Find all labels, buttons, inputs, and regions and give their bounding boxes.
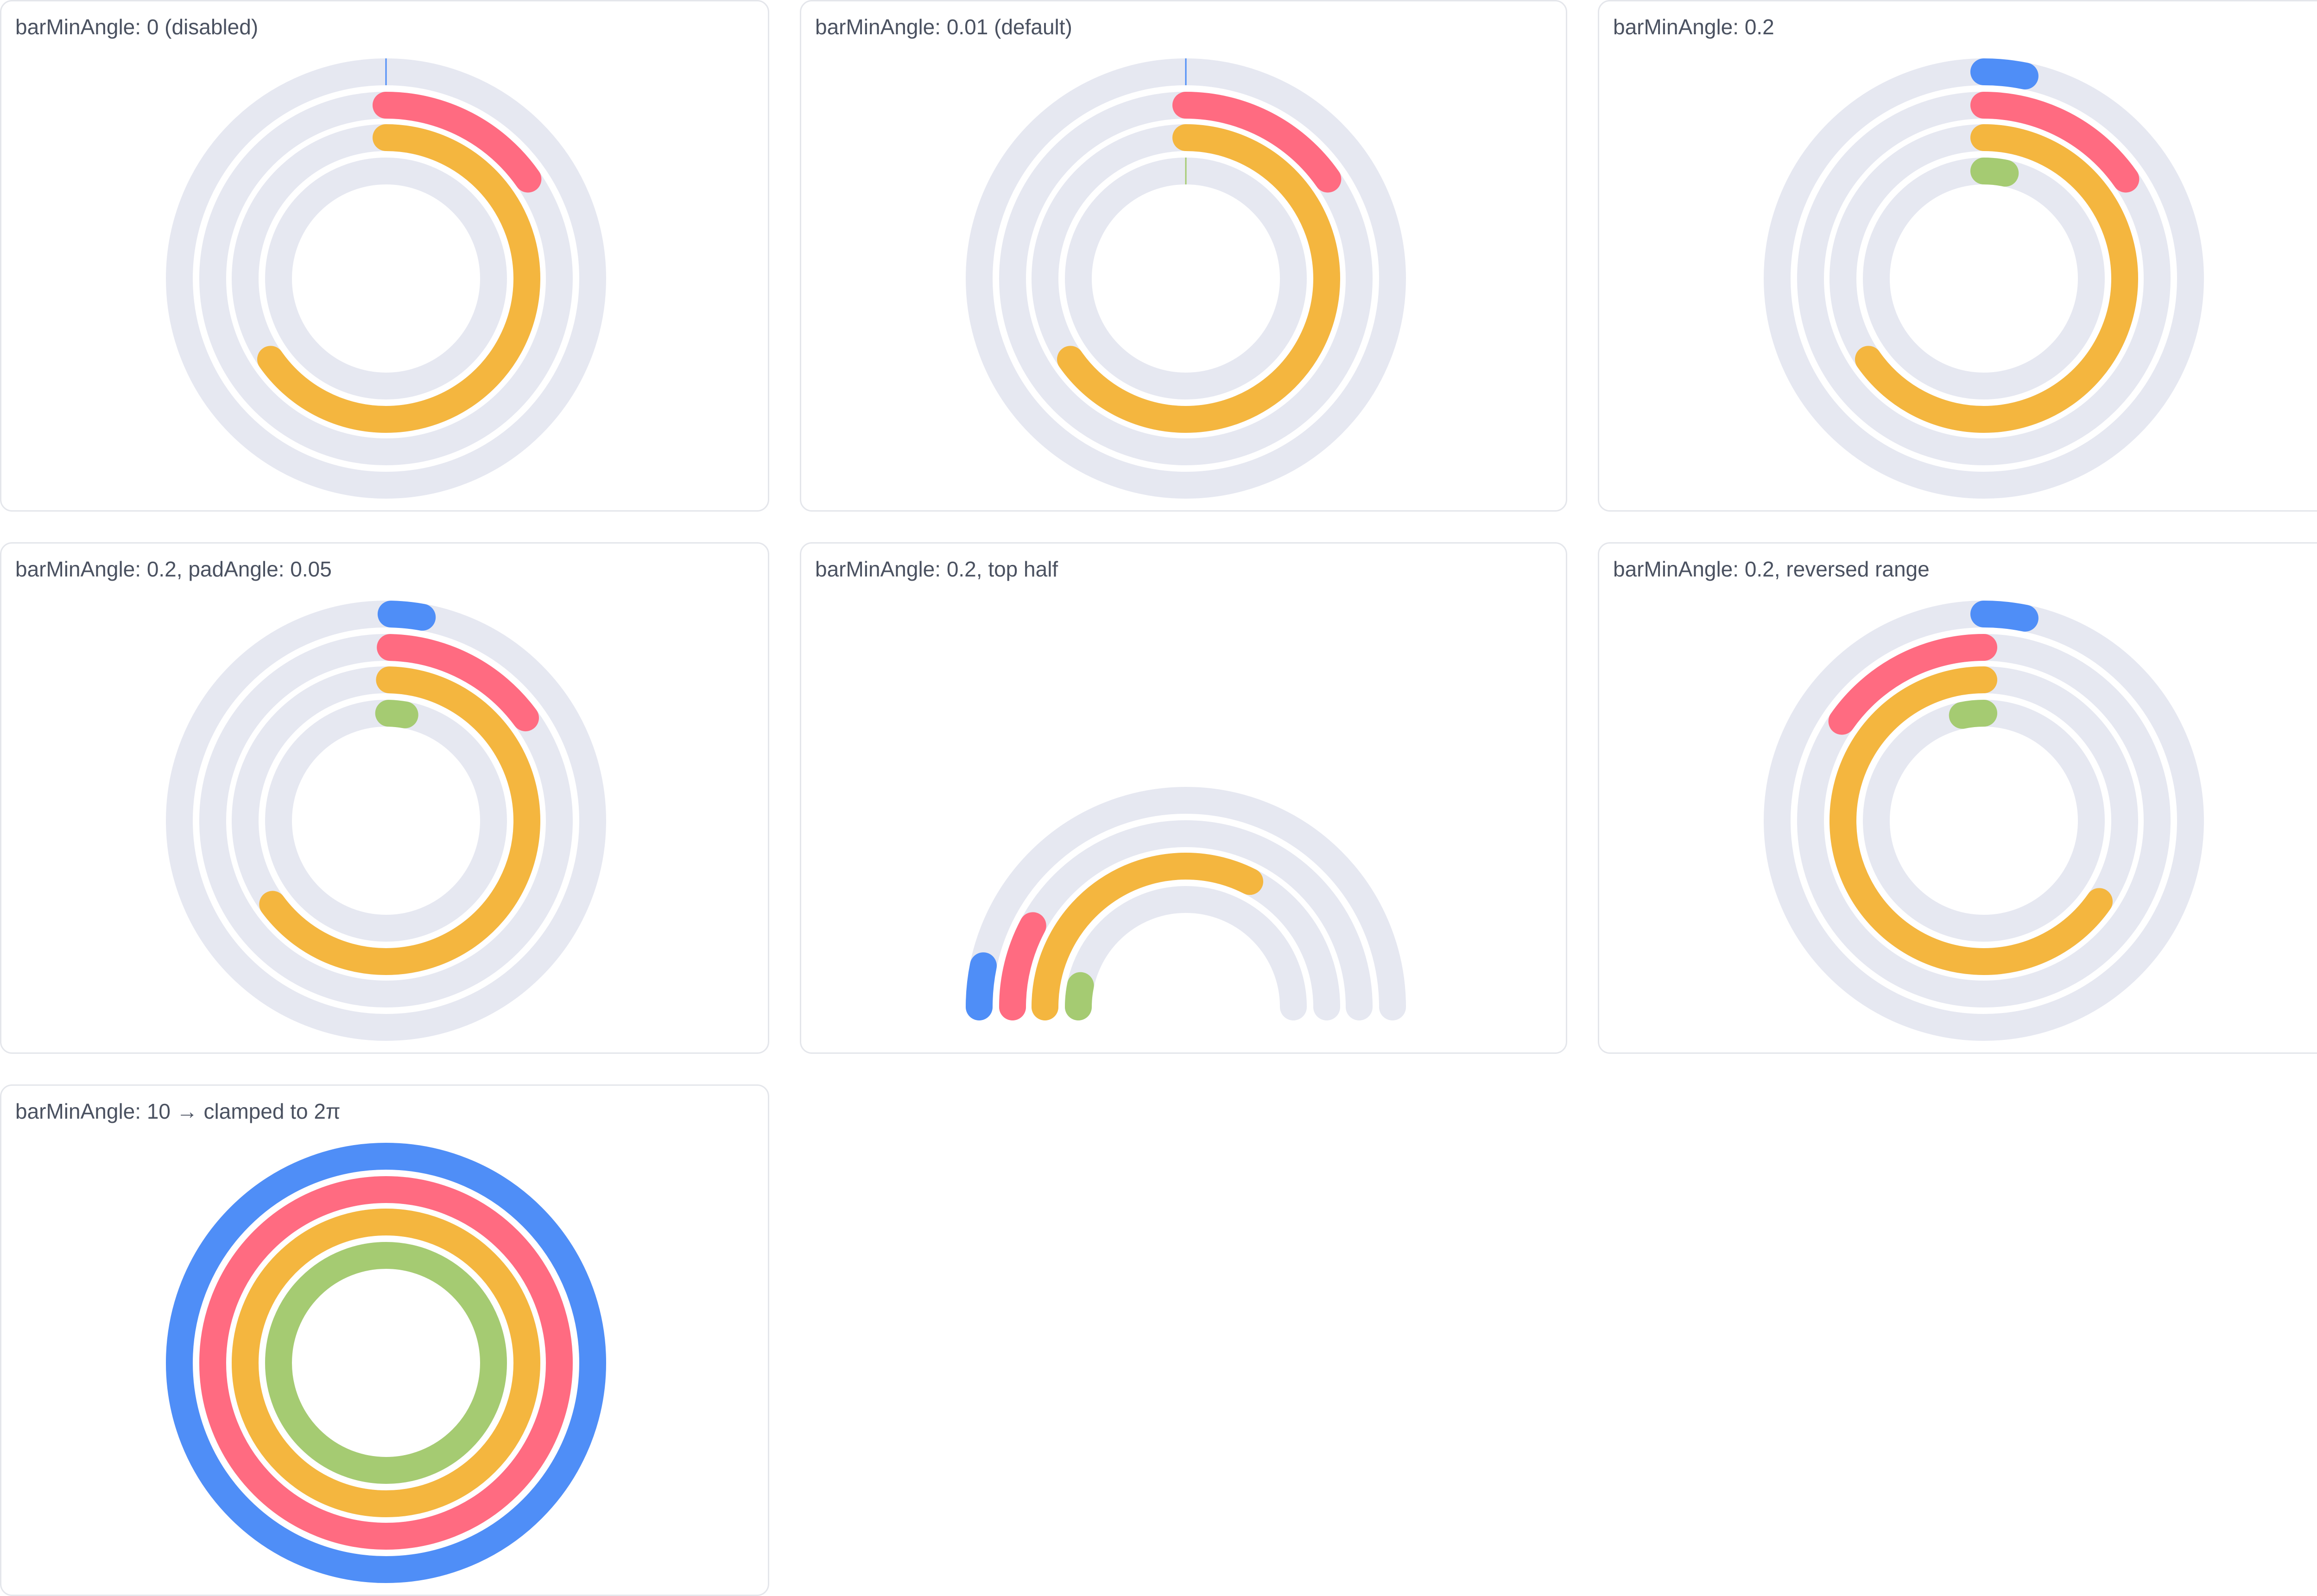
chart-title: barMinAngle: 0 (disabled) xyxy=(15,15,259,39)
chart-title: barMinAngle: 0.01 (default) xyxy=(815,15,1072,39)
bar-ring-2[interactable] xyxy=(999,912,1046,1020)
chart-panel-min-angle-pad-angle: barMinAngle: 0.2, padAngle: 0.05 xyxy=(0,542,769,1054)
bar-ring-2[interactable] xyxy=(1172,92,1342,193)
bar-ring-1[interactable] xyxy=(377,601,436,631)
bar-ring-4[interactable] xyxy=(375,700,418,728)
bar-ring-3[interactable] xyxy=(259,666,540,975)
bar-ring-2[interactable] xyxy=(1970,92,2140,193)
bar-ring-3[interactable] xyxy=(1032,853,1264,1020)
bar-ring-2[interactable] xyxy=(1828,634,1997,735)
radial-bar-chart xyxy=(1764,58,2204,499)
chart-panel-min-angle-top-half: barMinAngle: 0.2, top half xyxy=(800,542,1567,1054)
bar-group xyxy=(166,1143,606,1583)
bar-ring-4[interactable] xyxy=(1949,700,1997,729)
radial-bar-chart xyxy=(166,58,606,499)
bar-group xyxy=(257,58,542,433)
ring-track xyxy=(166,58,606,499)
chart-title: barMinAngle: 0.2, reversed range xyxy=(1613,557,1930,581)
chart-title: barMinAngle: 0.2, padAngle: 0.05 xyxy=(15,557,332,581)
bar-ring-3[interactable] xyxy=(1855,124,2138,433)
bar-ring-1[interactable] xyxy=(166,1143,606,1583)
ring-track xyxy=(199,634,573,1008)
ring-track xyxy=(1764,601,2204,1041)
radial-bar-chart xyxy=(166,601,606,1041)
ring-track xyxy=(1863,158,2105,400)
bar-ring-1[interactable] xyxy=(1970,601,2038,632)
radial-bar-chart xyxy=(1764,601,2204,1041)
radial-bar-chart xyxy=(166,1143,606,1583)
ring-track xyxy=(1065,158,1307,400)
ring-track xyxy=(966,787,1406,1020)
bar-ring-2[interactable] xyxy=(199,1176,573,1550)
bar-ring-2[interactable] xyxy=(377,634,539,732)
ring-track xyxy=(166,601,606,1041)
radial-bar-chart xyxy=(966,787,1406,1020)
bar-ring-3[interactable] xyxy=(232,1209,540,1518)
chart-title: barMinAngle: 0.2 xyxy=(1613,15,1774,39)
bar-ring-1[interactable] xyxy=(966,952,997,1020)
bar-group xyxy=(1855,58,2140,433)
bar-ring-3[interactable] xyxy=(257,124,540,433)
chart-panel-min-angle-default: barMinAngle: 0.01 (default) xyxy=(800,0,1567,512)
bar-ring-4[interactable] xyxy=(1065,972,1094,1020)
bar-group xyxy=(1057,58,1342,433)
bar-ring-3[interactable] xyxy=(1057,124,1340,433)
ring-track xyxy=(265,700,507,942)
chart-title: barMinAngle: 0.2, top half xyxy=(815,557,1058,581)
ring-track xyxy=(1065,886,1307,1020)
chart-title: barMinAngle: 10 → clamped to 2π xyxy=(15,1099,341,1123)
bar-ring-3[interactable] xyxy=(1830,666,2113,975)
bar-ring-4[interactable] xyxy=(265,1242,507,1484)
chart-panel-min-angle-0: barMinAngle: 0 (disabled) xyxy=(0,0,769,512)
bar-ring-1[interactable] xyxy=(1970,58,2038,89)
chart-panel-min-angle-0-2: barMinAngle: 0.2 xyxy=(1598,0,2317,512)
bar-group xyxy=(1828,601,2113,975)
bar-group xyxy=(259,601,540,975)
ring-track xyxy=(265,158,507,400)
ring-track xyxy=(1764,58,2204,499)
bar-group xyxy=(966,853,1264,1020)
chart-panel-min-angle-reversed: barMinAngle: 0.2, reversed range xyxy=(1598,542,2317,1054)
ring-track xyxy=(966,58,1406,499)
bar-ring-2[interactable] xyxy=(373,92,542,193)
bar-ring-4[interactable] xyxy=(1970,158,2019,187)
ring-track xyxy=(1863,700,2105,942)
chart-panel-min-angle-clamped: barMinAngle: 10 → clamped to 2π xyxy=(0,1084,769,1596)
radial-bar-chart xyxy=(966,58,1406,499)
